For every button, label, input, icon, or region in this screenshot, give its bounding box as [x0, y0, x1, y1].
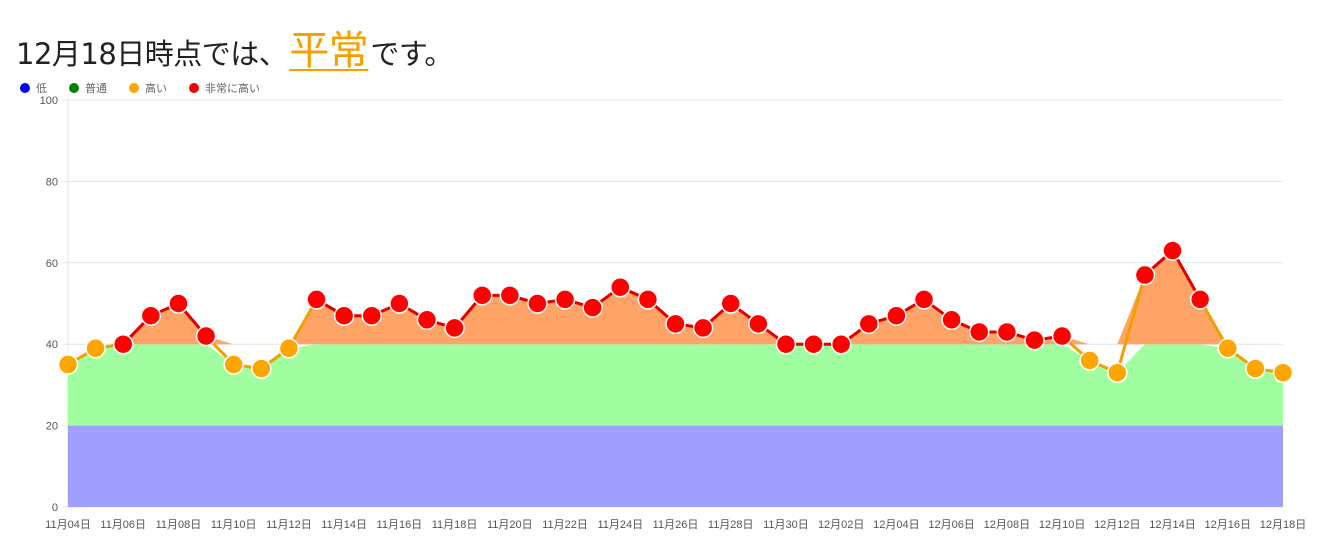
legend-dot-icon	[189, 83, 199, 93]
data-point-marker[interactable]	[1217, 338, 1239, 359]
data-point-marker[interactable]	[1079, 350, 1100, 371]
x-tick-label: 11月14日	[321, 519, 367, 531]
legend-label: 高い	[145, 82, 167, 95]
data-point-marker[interactable]	[333, 305, 355, 326]
data-point-marker[interactable]	[748, 313, 769, 335]
data-point-marker[interactable]	[913, 289, 935, 310]
data-point-marker[interactable]	[886, 305, 907, 326]
data-point-marker[interactable]	[361, 305, 382, 326]
x-tick-label: 12月08日	[984, 519, 1030, 531]
data-point-marker[interactable]	[112, 333, 134, 355]
data-point-marker[interactable]	[57, 354, 79, 375]
data-point-marker[interactable]	[830, 333, 852, 355]
legend-dot-icon	[20, 83, 30, 93]
chart-legend: 低 普通 高い 非常に高い	[20, 80, 282, 96]
data-point-marker[interactable]	[471, 285, 493, 306]
legend-item-normal[interactable]: 普通	[69, 80, 107, 96]
data-point-marker[interactable]	[444, 317, 465, 339]
x-tick-label: 11月24日	[597, 519, 643, 531]
data-point-marker[interactable]	[969, 321, 990, 343]
data-point-marker[interactable]	[582, 297, 603, 318]
data-point-marker[interactable]	[692, 317, 714, 339]
data-point-marker[interactable]	[195, 325, 217, 347]
y-tick-label: 100	[40, 95, 58, 107]
legend-item-high[interactable]: 高い	[129, 80, 167, 96]
x-tick-label: 11月12日	[266, 519, 312, 531]
legend-item-low[interactable]: 低	[20, 80, 47, 96]
data-point-marker[interactable]	[554, 289, 576, 310]
data-point-marker[interactable]	[527, 293, 548, 314]
data-point-marker[interactable]	[610, 276, 631, 298]
data-point-marker[interactable]	[223, 354, 244, 375]
legend-item-very-high[interactable]: 非常に高い	[189, 80, 260, 96]
data-point-marker[interactable]	[803, 333, 824, 355]
x-tick-label: 11月08日	[156, 519, 202, 531]
data-point-marker[interactable]	[1189, 289, 1211, 310]
data-point-marker[interactable]	[416, 309, 438, 331]
data-point-marker[interactable]	[1134, 264, 1156, 286]
headline-suffix: です。	[370, 37, 453, 71]
data-point-marker[interactable]	[251, 358, 272, 379]
data-point-marker[interactable]	[1107, 362, 1128, 383]
x-tick-label: 11月26日	[653, 519, 699, 531]
data-point-marker[interactable]	[140, 305, 162, 326]
legend-dot-icon	[129, 83, 139, 93]
x-tick-label: 11月18日	[432, 519, 478, 531]
legend-label: 普通	[85, 82, 107, 95]
data-point-marker[interactable]	[389, 293, 410, 314]
y-tick-label: 60	[46, 258, 58, 270]
data-point-marker[interactable]	[168, 293, 189, 314]
x-tick-label: 12月14日	[1149, 519, 1195, 531]
y-tick-label: 20	[46, 421, 58, 433]
data-point-marker[interactable]	[1162, 240, 1183, 261]
legend-label: 非常に高い	[205, 82, 260, 95]
data-point-marker[interactable]	[996, 321, 1018, 343]
x-tick-label: 12月06日	[928, 519, 974, 531]
headline-prefix: 12月18日時点では、	[16, 37, 288, 71]
data-point-marker[interactable]	[1051, 325, 1073, 347]
x-tick-label: 12月12日	[1094, 519, 1140, 531]
data-point-marker[interactable]	[720, 293, 741, 314]
x-tick-label: 11月06日	[100, 519, 146, 531]
data-point-marker[interactable]	[637, 289, 659, 310]
data-point-marker[interactable]	[278, 338, 300, 359]
x-tick-label: 12月16日	[1205, 519, 1251, 531]
data-point-marker[interactable]	[499, 285, 521, 306]
x-tick-label: 11月28日	[708, 519, 754, 531]
data-point-marker[interactable]	[941, 309, 962, 331]
x-tick-label: 11月10日	[211, 519, 257, 531]
y-tick-label: 80	[46, 176, 58, 188]
x-tick-label: 11月30日	[763, 519, 809, 531]
x-tick-label: 12月04日	[873, 519, 919, 531]
data-point-marker[interactable]	[775, 333, 797, 355]
x-tick-label: 11月16日	[377, 519, 423, 531]
data-point-marker[interactable]	[306, 289, 327, 310]
x-tick-label: 11月20日	[487, 519, 533, 531]
x-tick-label: 12月02日	[818, 519, 864, 531]
data-point-marker[interactable]	[1272, 362, 1294, 383]
x-tick-label: 11月04日	[45, 519, 91, 531]
y-tick-label: 40	[46, 339, 58, 351]
x-tick-label: 12月18日	[1260, 519, 1306, 531]
data-point-marker[interactable]	[665, 313, 686, 335]
headline: 12月18日時点では、平常です。	[16, 18, 453, 76]
data-point-marker[interactable]	[858, 313, 880, 335]
data-point-marker[interactable]	[1024, 329, 1045, 351]
x-tick-label: 11月22日	[542, 519, 588, 531]
status-value: 平常	[289, 28, 369, 74]
band-normal	[68, 344, 1283, 426]
y-tick-label: 0	[52, 502, 58, 514]
legend-dot-icon	[69, 83, 79, 93]
data-point-marker[interactable]	[1245, 358, 1266, 379]
data-line-segment	[1115, 273, 1147, 375]
data-point-marker[interactable]	[85, 338, 106, 359]
x-tick-label: 12月10日	[1039, 519, 1085, 531]
legend-label: 低	[36, 82, 47, 95]
band-low	[68, 425, 1283, 507]
